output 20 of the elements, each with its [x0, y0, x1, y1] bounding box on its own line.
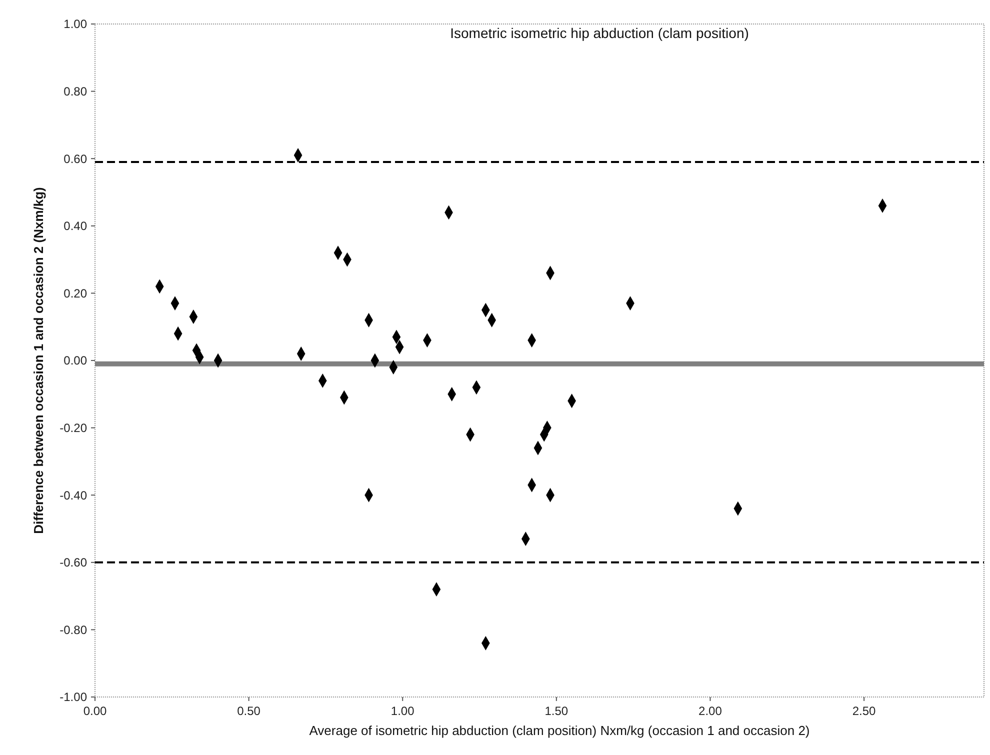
y-axis-title: Difference between occasion 1 and occasion 2 (Nxm/kg) [31, 187, 46, 534]
y-tick-label: -0.20 [60, 421, 88, 435]
x-tick-label: 1.00 [390, 704, 415, 718]
x-tick-label: 0.00 [83, 704, 107, 718]
y-tick-label: 1.00 [64, 17, 88, 32]
x-tick-label: 2.50 [852, 704, 876, 718]
y-tick-label: 0.80 [64, 84, 88, 98]
x-tick-label: 1.50 [544, 704, 568, 718]
y-tick-label: -0.80 [60, 622, 88, 637]
y-tick-label: -0.40 [60, 488, 88, 502]
y-tick-label: 0.40 [64, 219, 88, 234]
y-tick-label: 0.20 [64, 286, 88, 300]
y-tick-label: -1.00 [60, 690, 88, 704]
x-axis-title: Average of isometric hip abduction (clam position) Nxm/kg (occasion 1 and occasion 2) [309, 723, 810, 738]
chart-title: Isometric isometric hip abduction (clam position) [450, 25, 749, 41]
x-tick-label: 2.00 [698, 704, 722, 718]
y-tick-label: 0.00 [64, 354, 88, 368]
y-tick-label: 0.60 [64, 152, 88, 166]
y-tick-label: -0.60 [60, 556, 88, 570]
x-tick-label: 0.50 [237, 704, 261, 718]
